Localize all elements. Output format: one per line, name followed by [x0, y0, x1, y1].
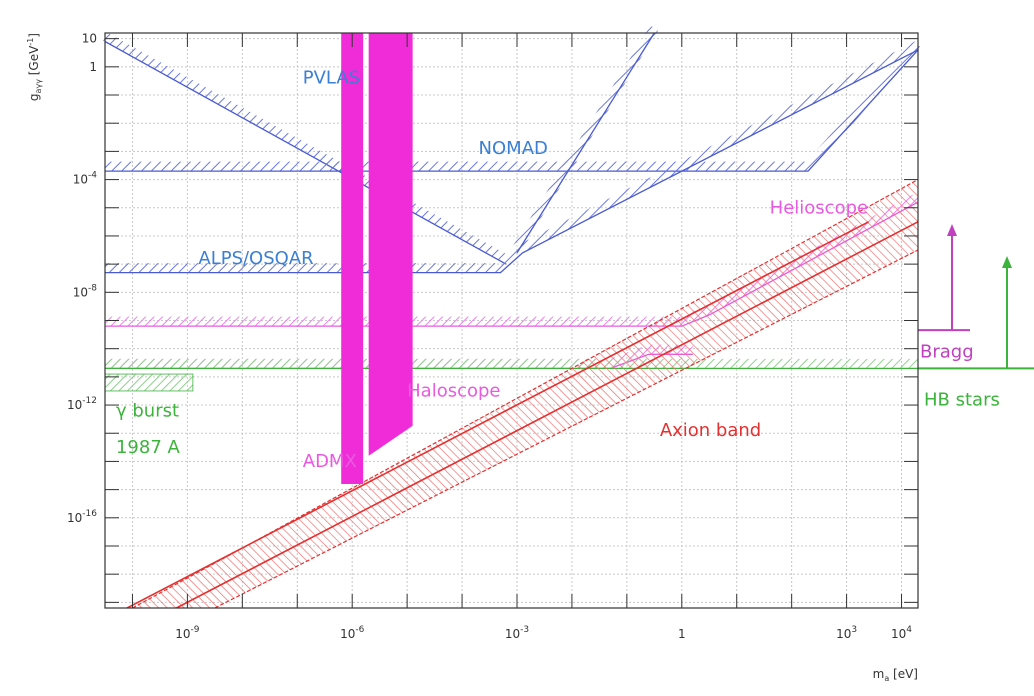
label-1987-a: 1987 A — [116, 437, 181, 458]
nomad-line — [105, 49, 919, 172]
x-axis-label-main: m — [873, 667, 885, 681]
x-tick-label: 10-3 — [505, 625, 529, 641]
y-axis-label-exp: -1 — [26, 38, 35, 46]
label-admx: ADMX — [303, 451, 357, 472]
label-pvlas: PVLAS — [303, 68, 360, 89]
y-axis-label-unit: [GeV — [27, 45, 41, 79]
x-tick-base: 1 — [678, 627, 686, 641]
label-hb-stars: HB stars — [924, 389, 1000, 410]
annotations: 10-9 10-6 10-3 1 103 10410110-410-810-1210-16… — [26, 32, 1000, 683]
y-tick-base: 10 — [82, 32, 97, 46]
x-tick-label: 103 — [836, 625, 857, 641]
y-tick-base: 10 — [67, 398, 82, 412]
axion-band-lower — [214, 249, 919, 609]
y-tick-label: 10-8 — [73, 283, 98, 299]
y-tick-base: 1 — [89, 60, 97, 74]
alps-osqar-hatch — [105, 40, 921, 273]
pvlas-line — [104, 40, 507, 265]
label-haloscope: Haloscope — [407, 381, 500, 402]
x-tick-base: 10 — [836, 627, 851, 641]
label-axion-band: Axion band — [660, 420, 761, 441]
y-axis-label-close: ] — [27, 33, 41, 38]
label-burst: γ burst — [116, 400, 179, 421]
axion-band-upper — [132, 179, 919, 609]
y-tick-base: 10 — [73, 285, 88, 299]
y-tick-exp: -12 — [82, 396, 97, 406]
label-bragg: Bragg — [920, 342, 974, 363]
admx-region — [341, 33, 364, 484]
y-axis-label-main: g — [27, 93, 41, 101]
x-tick-label: 1 — [678, 627, 686, 641]
y-tick-base: 10 — [73, 173, 88, 187]
y-tick-base: 10 — [67, 511, 82, 525]
y-tick-label: 10 — [82, 32, 97, 46]
x-tick-exp: -6 — [355, 625, 364, 635]
axion-band-fill — [132, 179, 918, 608]
x-tick-base: 10 — [891, 627, 906, 641]
x-tick-base: 10 — [340, 627, 355, 641]
x-axis-label-unit: [eV] — [889, 667, 918, 681]
y-axis-label-sub: aγγ — [34, 79, 43, 94]
hb-stars-arrow-head — [1002, 256, 1012, 268]
alps-osqar-line — [105, 49, 919, 274]
axis-ticks — [105, 33, 918, 608]
x-tick-label: 10-6 — [340, 625, 365, 641]
y-tick-exp: -8 — [88, 283, 97, 293]
y-axis-label: gaγγ [GeV-1] — [26, 33, 43, 101]
haloscope-region — [368, 33, 413, 456]
y-tick-label: 10-4 — [73, 171, 98, 187]
x-tick-exp: -3 — [520, 625, 529, 635]
unnamed-hatch — [513, 25, 659, 251]
y-tick-label: 10-12 — [67, 396, 97, 412]
x-axis-label: ma [eV] — [873, 667, 918, 683]
pvlas-hatch — [102, 32, 509, 264]
axion-band-center — [176, 221, 919, 609]
y-tick-label: 10-16 — [67, 509, 97, 525]
x-tick-label: 104 — [891, 625, 912, 641]
x-tick-base: 10 — [505, 627, 520, 641]
nomad-hatch — [105, 41, 922, 171]
x-axis-label-sub: a — [884, 674, 889, 683]
x-tick-exp: 3 — [851, 625, 857, 635]
y-tick-exp: -16 — [82, 509, 97, 519]
axion-band-center-2 — [126, 221, 869, 609]
label-alps-osqar: ALPS/OSQAR — [198, 248, 313, 269]
x-tick-label: 10-9 — [175, 625, 200, 641]
x-tick-exp: 4 — [906, 625, 912, 635]
x-tick-exp: -9 — [191, 625, 200, 635]
y-tick-label: 1 — [89, 60, 97, 74]
label-nomad: NOMAD — [479, 138, 548, 159]
x-tick-base: 10 — [175, 627, 190, 641]
label-helioscope: Helioscope — [770, 197, 868, 218]
unnamed-line — [516, 32, 655, 254]
y-tick-exp: -4 — [88, 171, 97, 181]
bragg-arrow-head — [947, 224, 957, 236]
chart-marks — [102, 25, 1034, 609]
